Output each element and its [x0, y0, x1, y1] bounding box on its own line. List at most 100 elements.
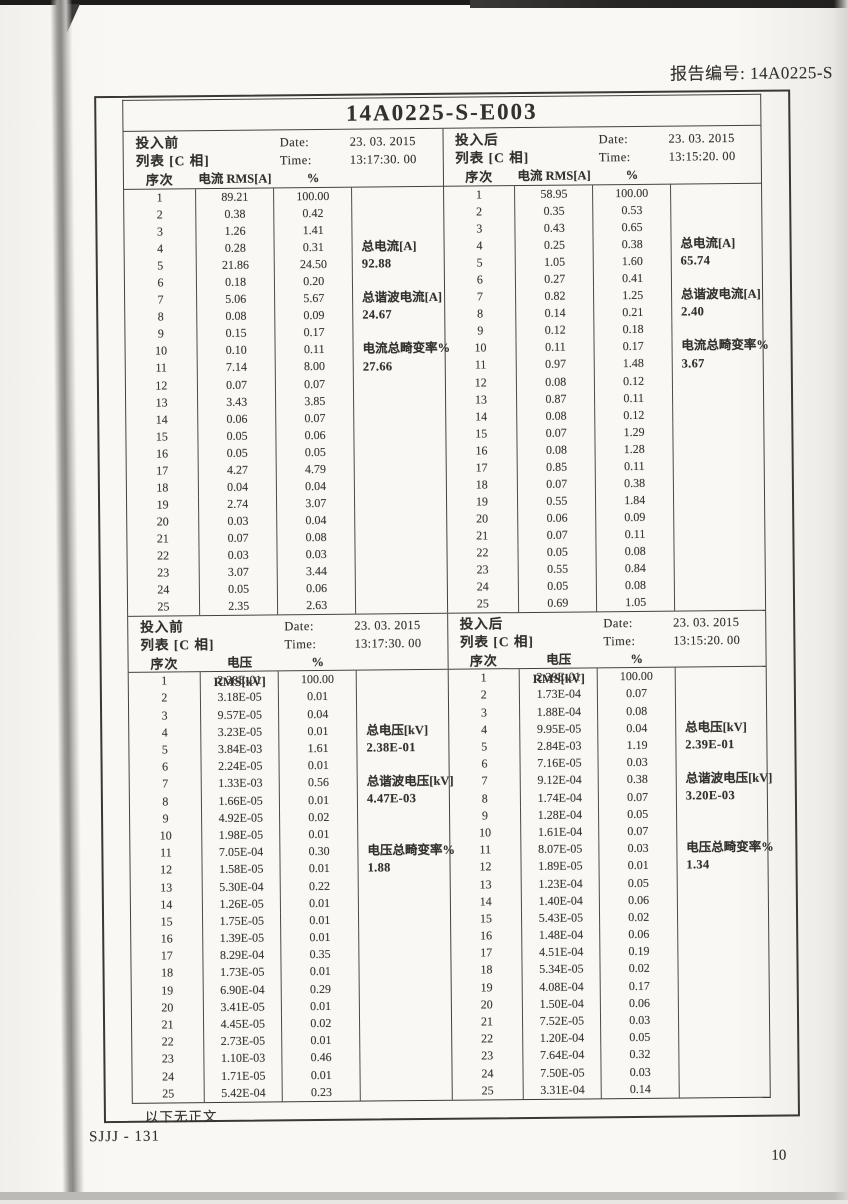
- panel-after-voltage: 投入后 Date: 23. 03. 2015 列表 [C 相] Time: 13…: [446, 610, 774, 1100]
- table-cell: 0.38: [598, 770, 677, 789]
- table-cell: 4: [448, 720, 521, 739]
- table-cell: 22: [132, 1033, 204, 1052]
- table-cell: 100.00: [278, 670, 357, 689]
- table-cell: 12: [130, 861, 203, 880]
- table-cell: 23: [132, 1050, 204, 1069]
- table-cell: 25: [132, 1084, 205, 1103]
- table-cell: 1.88E-04: [519, 702, 599, 721]
- report-number-label: 报告编号:: [669, 63, 751, 84]
- table-cell: 0.22: [280, 877, 359, 895]
- table-cell: 0.20: [274, 272, 353, 291]
- table-cell: 0.04: [198, 478, 277, 497]
- summary-note: 电压总畸变率% 1.34: [686, 839, 774, 874]
- table-cell: 0.84: [596, 559, 675, 578]
- table-row: 5 3.84E-03 1.61: [129, 739, 358, 759]
- time-label: Time:: [603, 634, 636, 649]
- table-row: 13 5.30E-04 0.22: [130, 877, 359, 897]
- table-cell: 0.28: [195, 239, 275, 258]
- table-cell: 11: [445, 356, 517, 375]
- table-cell: 0.19: [600, 942, 678, 961]
- table-cell: 19: [451, 978, 523, 997]
- table-cell: 0.02: [281, 1014, 360, 1033]
- percent-column-header: %: [625, 167, 639, 183]
- table-cell: 0.08: [597, 702, 676, 721]
- data-grid: 1 2.38E-01 100.00 2 3.18E-05 0.01 3 9.57E-05 0.0…: [128, 670, 456, 1103]
- table-row: 21 0.07 0.08: [127, 528, 356, 548]
- table-cell: 1.05: [596, 593, 675, 612]
- table-cell: 19: [126, 496, 199, 514]
- summary-note: 总谐波电压[kV] 3.20E-03: [685, 770, 772, 805]
- table-row: 17 0.85 0.11: [446, 457, 674, 477]
- table-cell: 0.43: [515, 219, 594, 238]
- seq-column-header: 序次: [150, 656, 179, 672]
- date-label: Date:: [279, 135, 310, 150]
- table-cell: 7: [449, 772, 521, 791]
- table-cell: 0.18: [594, 320, 672, 339]
- scan-edge-right: [834, 0, 848, 1200]
- table-cell: 0.01: [279, 722, 357, 741]
- table-row: 6 0.27 0.41: [444, 269, 672, 290]
- table-cell: 5.34E-05: [522, 960, 601, 979]
- panel-header: 投入前 Date: 23. 03. 2015 列表 [C 相] Time: 13…: [123, 128, 443, 190]
- table-cell: 9.57E-05: [200, 705, 280, 724]
- table-cell: 1: [128, 672, 201, 691]
- table-row: 19 4.08E-04 0.17: [451, 977, 679, 997]
- table-cell: 11: [130, 844, 202, 863]
- table-row: 10 0.11 0.17: [445, 338, 672, 358]
- summary-note-value: 4.47E-03: [366, 791, 417, 807]
- table-cell: 10: [130, 827, 202, 845]
- table-row: 19 2.74 3.07: [126, 494, 355, 514]
- summary-note: 电流总畸变率% 27.66: [362, 340, 451, 375]
- table-cell: 25: [452, 1081, 524, 1100]
- table-cell: 1.98E-05: [201, 826, 281, 845]
- table-cell: 18: [131, 964, 204, 983]
- table-cell: 3.31E-04: [523, 1080, 602, 1099]
- table-cell: 15: [126, 427, 198, 446]
- table-row: 25 5.42E-04 0.23: [132, 1083, 361, 1103]
- report-number-value: 14A0225-S: [749, 63, 834, 83]
- table-cell: 7: [125, 291, 197, 310]
- document-box: 14A0225-S-E003 投入前 Date: 23. 03. 2015 列表…: [94, 89, 800, 1126]
- summary-note-value: 27.66: [362, 358, 393, 374]
- table-row: 24 0.05 0.08: [447, 576, 675, 596]
- table-cell: 3.18E-05: [200, 688, 279, 707]
- table-cell: 7.50E-05: [523, 1063, 602, 1082]
- summary-note-label: 总电流[A]: [680, 236, 736, 251]
- table-row: 20 0.03 0.04: [127, 511, 355, 531]
- table-cell: 1.40E-04: [521, 891, 600, 910]
- table-row: 16 0.05 0.05: [126, 443, 355, 463]
- table-cell: 4: [129, 723, 201, 742]
- panel-before-current: 投入前 Date: 23. 03. 2015 列表 [C 相] Time: 13…: [123, 128, 451, 617]
- table-cell: 0.06: [276, 426, 355, 445]
- table-cell: 5.30E-04: [202, 877, 281, 896]
- table-cell: 0.55: [518, 560, 597, 579]
- table-cell: 7: [444, 288, 516, 307]
- time-label: Time:: [598, 149, 631, 165]
- table-row: 9 0.12 0.18: [444, 320, 672, 341]
- table-cell: 3.07: [199, 563, 278, 582]
- table-cell: 0.65: [593, 218, 671, 237]
- time-value: 13:15:20. 00: [668, 148, 736, 164]
- time-value: 13:17:30. 00: [349, 152, 417, 167]
- table-cell: 0.01: [280, 894, 359, 913]
- table-cell: 0.05: [599, 874, 678, 892]
- table-cell: 1.73E-04: [519, 685, 598, 704]
- table-row: 17 4.51E-04 0.19: [450, 942, 678, 963]
- table-row: 9 4.92E-05 0.02: [130, 808, 358, 828]
- table-cell: 2.38E-01: [200, 671, 279, 690]
- table-cell: 0.06: [277, 579, 356, 598]
- table-cell: 1.89E-05: [521, 857, 600, 876]
- table-row: 13 1.23E-04 0.05: [450, 874, 678, 894]
- summary-note-label: 总电压[kV]: [684, 719, 747, 735]
- summary-note-label: 电压总畸变率%: [367, 842, 456, 858]
- table-row: 8 0.08 0.09: [125, 306, 353, 327]
- table-cell: 19: [446, 492, 518, 511]
- table-cell: 0.55: [517, 492, 597, 510]
- table-cell: 23: [127, 564, 200, 582]
- table-cell: 12: [445, 373, 517, 392]
- list-label: 列表 [C 相]: [135, 153, 210, 169]
- table-cell: 22: [451, 1030, 524, 1049]
- table-cell: 0.11: [595, 457, 674, 476]
- table-cell: 24: [451, 1064, 524, 1083]
- table-cell: 24.50: [274, 255, 353, 274]
